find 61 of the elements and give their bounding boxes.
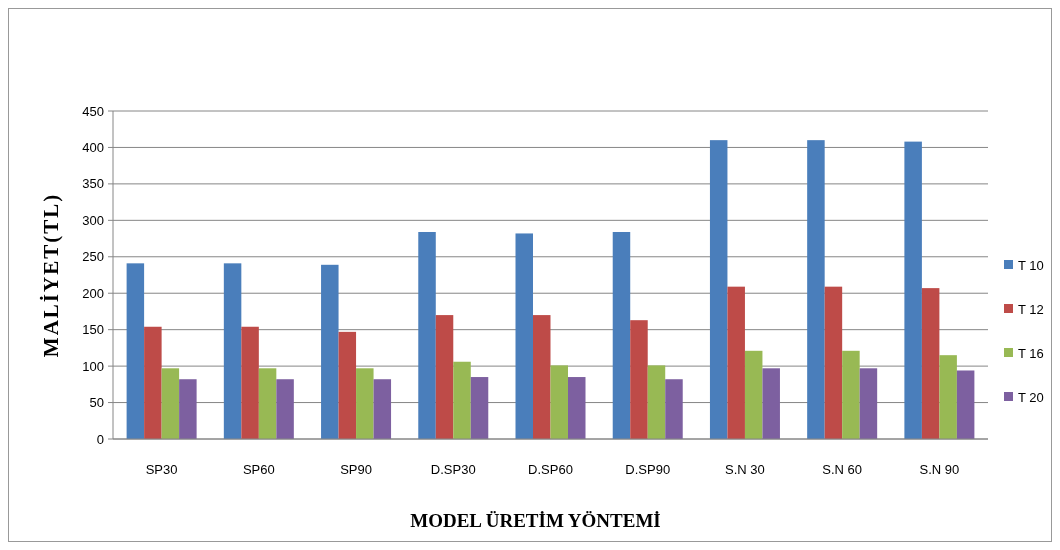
bar [612, 232, 631, 439]
bar [568, 377, 586, 439]
bar [921, 288, 940, 439]
bar [470, 377, 489, 439]
bar [550, 365, 568, 439]
x-axis-title: MODEL ÜRETİM YÖNTEMİ [410, 510, 661, 531]
y-tick-label: 300 [82, 212, 104, 228]
bar [727, 286, 745, 439]
bar [824, 286, 843, 439]
bar [744, 350, 763, 439]
bar [321, 264, 339, 439]
bar [435, 315, 454, 439]
bar [418, 232, 436, 439]
bar [939, 355, 957, 439]
bar [373, 379, 392, 439]
bar [241, 326, 259, 439]
bar [356, 368, 374, 439]
y-tick-label: 150 [82, 322, 104, 338]
x-tick-label: S.N 90 [919, 462, 960, 477]
x-tick-label: SP90 [340, 462, 372, 477]
bar [665, 379, 683, 439]
bar [904, 141, 922, 439]
bar [453, 361, 471, 439]
y-tick-label: 450 [82, 103, 104, 119]
bar [223, 263, 242, 439]
bar [179, 379, 197, 439]
y-tick-label: 350 [82, 176, 104, 192]
x-tick-label: SP30 [145, 462, 178, 477]
x-tick-label: S.N 60 [822, 462, 863, 477]
bar [258, 368, 277, 439]
legend-label: T 20 [1018, 389, 1044, 405]
x-tick-label: D.SP90 [625, 462, 671, 477]
x-tick-label: D.SP60 [528, 462, 573, 477]
bar [807, 140, 825, 439]
x-tick-label: SP60 [242, 462, 275, 477]
bar [859, 368, 878, 439]
legend-label: T 12 [1018, 301, 1044, 317]
bar [126, 263, 145, 439]
bar [276, 379, 294, 439]
y-tick-label: 50 [89, 395, 104, 411]
x-tick-label: S.N 30 [725, 462, 765, 477]
y-tick-label: 200 [82, 285, 104, 301]
x-tick-label: D.SP30 [430, 462, 476, 477]
bar [338, 331, 357, 439]
bar [144, 326, 162, 439]
bar [647, 365, 666, 439]
legend-label: T 16 [1018, 345, 1044, 361]
y-tick-label: 100 [82, 358, 104, 374]
bar [762, 368, 780, 439]
y-tick-label: 250 [82, 249, 104, 265]
bar [630, 320, 648, 439]
y-tick-label: 400 [82, 139, 104, 155]
legend-label: T 10 [1018, 257, 1044, 273]
bar [842, 350, 860, 439]
bar [533, 315, 551, 439]
bar [709, 140, 728, 439]
bar [161, 368, 180, 439]
bar [515, 233, 533, 439]
y-axis-title: MALİYET(TL) [39, 192, 63, 358]
bar [956, 370, 975, 439]
y-tick-label: 0 [96, 431, 104, 447]
